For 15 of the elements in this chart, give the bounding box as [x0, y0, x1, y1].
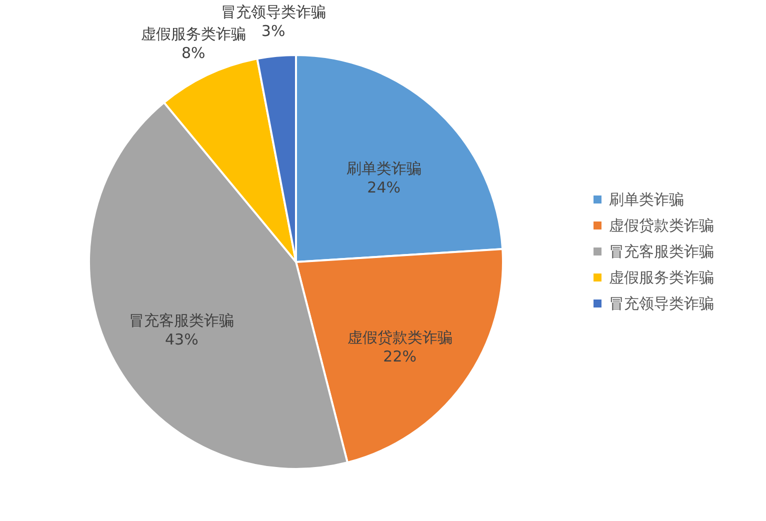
slice-label: 虚假贷款类诈骗 — [347, 328, 452, 346]
legend-label: 冒充客服类诈骗 — [609, 242, 714, 260]
legend-label: 虚假服务类诈骗 — [609, 268, 714, 286]
legend-label: 虚假贷款类诈骗 — [609, 216, 714, 234]
legend-label: 冒充领导类诈骗 — [609, 294, 714, 312]
slice-label: 刷单类诈骗 — [346, 159, 422, 178]
slice-label: 冒充客服类诈骗 — [129, 311, 234, 330]
legend-label: 刷单类诈骗 — [609, 190, 684, 208]
data-label: 43% — [164, 330, 198, 348]
slice-label: 虚假服务类诈骗 — [140, 24, 246, 43]
data-label: 22% — [383, 347, 416, 366]
slice-label: 冒充领导类诈骗 — [220, 3, 326, 22]
data-label: 3% — [261, 22, 286, 40]
data-label: 8% — [181, 44, 206, 62]
data-label: 24% — [367, 178, 401, 196]
